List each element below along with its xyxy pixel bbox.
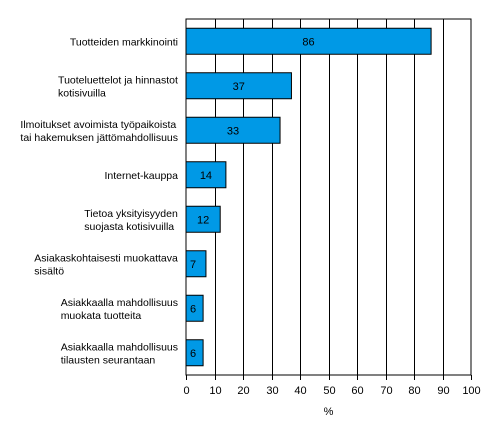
x-tick-label: 40	[294, 385, 306, 397]
category-label: Tietoa yksityisyyden suojasta kotisivuill…	[84, 208, 178, 233]
bar	[185, 27, 432, 55]
gridlines	[185, 18, 472, 376]
x-tick-label: 20	[237, 385, 249, 397]
bar	[185, 250, 207, 278]
category-label: Asiakkaalla mahdollisuus muokata tuotteit…	[61, 297, 178, 322]
bar-value-label: 7	[190, 259, 196, 271]
x-tick-label: 0	[183, 385, 189, 397]
bar	[185, 339, 204, 367]
bar	[185, 116, 281, 144]
x-tick-label: 30	[266, 385, 278, 397]
x-axis-ticks: 0 10 20 30 40 50 60 70 80 90 100	[183, 375, 481, 397]
bars: 86 37 33 14 12 7 6 6	[185, 27, 432, 367]
category-label: Tuotteiden markkinointi	[70, 36, 178, 48]
x-tick-label: 100	[462, 385, 480, 397]
x-tick-label: 90	[437, 385, 449, 397]
bar-value-label: 6	[190, 303, 196, 315]
bar-value-label: 14	[200, 170, 212, 182]
category-label: Asiakaskohtaisesti muokattava sisältö	[34, 252, 178, 277]
category-label: Tuoteluettelot ja hinnastot kotisivuilla	[58, 74, 178, 99]
x-tick-label: 50	[323, 385, 335, 397]
bar	[185, 72, 292, 100]
x-tick-label: 80	[408, 385, 420, 397]
category-labels: Tuotteiden markkinointi Tuoteluettelot ja…	[20, 36, 178, 366]
category-label: Ilmoitukset avoimista työpaikoista tai ha…	[20, 119, 178, 144]
x-axis-label: %	[324, 406, 334, 418]
bar	[185, 161, 227, 189]
x-tick-label: 60	[351, 385, 363, 397]
bar-value-label: 6	[190, 348, 196, 360]
bar-value-label: 86	[302, 36, 314, 48]
category-label: Internet-kauppa	[104, 170, 178, 182]
bar-value-label: 33	[227, 125, 239, 137]
category-label: Asiakkaalla mahdollisuus tilausten seuran…	[61, 341, 178, 366]
plot-frame	[185, 18, 472, 376]
bar-value-label: 12	[197, 214, 209, 226]
bar	[185, 294, 204, 322]
x-tick-label: 70	[380, 385, 392, 397]
bar	[185, 205, 221, 233]
bar-value-label: 37	[233, 81, 245, 93]
x-tick-label: 10	[209, 385, 221, 397]
